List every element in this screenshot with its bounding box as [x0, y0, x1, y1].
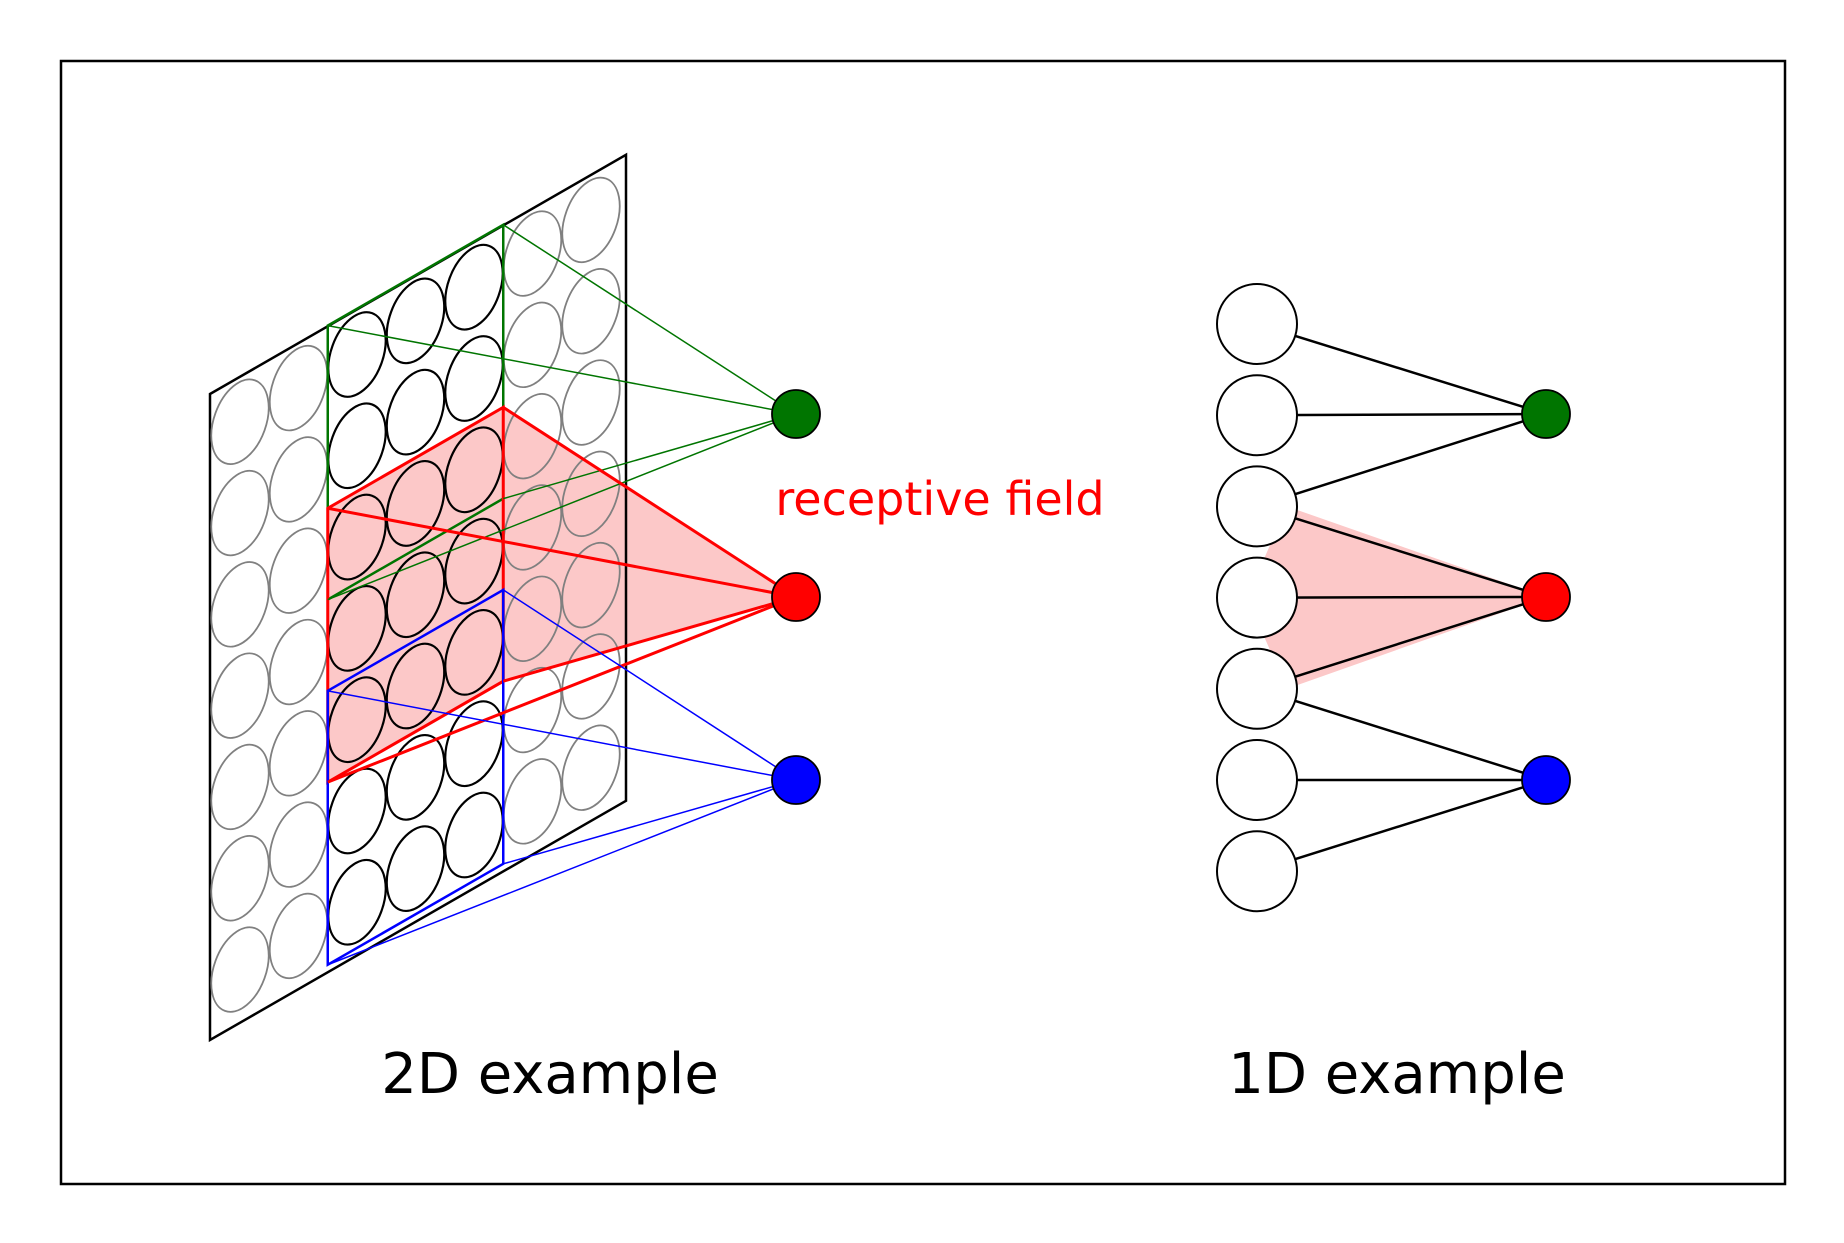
input-unit-active	[327, 767, 387, 855]
input-unit-1d	[1216, 556, 1298, 639]
input-unit	[268, 618, 329, 706]
input-unit	[561, 268, 621, 355]
input-unit	[268, 892, 329, 980]
input-unit	[561, 450, 621, 538]
input-unit	[268, 527, 329, 614]
connection-blue-2d	[503, 779, 797, 865]
input-unit-active	[444, 426, 504, 514]
input-unit-active	[385, 277, 446, 365]
input-unit-1d	[1216, 465, 1298, 548]
connection-1d	[1256, 687, 1547, 782]
input-unit-1d	[1216, 739, 1298, 821]
input-unit	[210, 652, 270, 739]
outer-frame	[59, 59, 1787, 1186]
connection-red-2d	[502, 406, 797, 599]
input-unit	[268, 801, 329, 888]
input-unit	[502, 392, 563, 480]
input-unit	[210, 743, 270, 831]
input-unit	[210, 378, 270, 465]
input-unit-active	[385, 642, 446, 730]
input-unit	[561, 633, 621, 720]
output-node-top-2d	[771, 389, 821, 439]
caption-2d-example: 2D example	[381, 1042, 719, 1107]
input-unit-active	[444, 517, 504, 605]
connection-1d	[1256, 412, 1547, 417]
connection-green-2d	[502, 224, 797, 415]
input-unit-active	[385, 733, 446, 821]
connection-red-2d	[327, 506, 797, 599]
connection-1d	[1256, 412, 1547, 508]
connection-1d	[1256, 778, 1547, 873]
input-unit-active	[327, 858, 387, 946]
connection-red-2d	[327, 595, 797, 784]
connection-green-2d	[327, 413, 797, 601]
connection-red-2d	[502, 595, 797, 683]
connection-1d	[1256, 505, 1547, 599]
output-node-bottom-1d	[1521, 755, 1571, 805]
connection-blue-2d	[327, 779, 797, 966]
input-unit-active	[385, 460, 446, 547]
connection-blue-2d	[327, 690, 797, 781]
input-unit	[502, 758, 563, 845]
connection-green-2d	[327, 324, 797, 415]
input-unit	[502, 301, 563, 389]
input-unit-1d	[1216, 374, 1298, 457]
input-unit	[268, 436, 329, 523]
input-unit	[502, 210, 563, 297]
input-unit-active	[327, 493, 387, 581]
output-node-middle-2d	[771, 572, 821, 622]
input-unit-1d	[1216, 830, 1298, 913]
input-unit-active	[327, 402, 387, 490]
input-unit	[210, 561, 270, 648]
input-unit	[561, 359, 621, 446]
connection-1d	[1256, 322, 1547, 416]
input-unit	[561, 176, 621, 264]
receptive-field-label: receptive field	[775, 472, 1104, 526]
input-unit-1d	[1216, 647, 1298, 730]
input-unit	[561, 541, 621, 629]
input-unit-active	[444, 243, 504, 331]
input-unit-active	[327, 584, 387, 672]
input-unit-active	[385, 551, 446, 639]
output-node-top-1d	[1521, 389, 1571, 439]
connection-blue-2d	[502, 589, 797, 781]
input-unit	[268, 710, 329, 797]
panel-2d	[208, 152, 821, 1043]
input-unit-active	[385, 825, 446, 913]
input-unit-active	[327, 676, 387, 764]
input-unit	[268, 344, 329, 432]
panel-1d	[1216, 283, 1571, 913]
input-unit	[561, 724, 621, 811]
connection-1d	[1256, 595, 1547, 599]
input-unit-1d	[1216, 283, 1298, 365]
input-unit	[210, 926, 270, 1013]
connection-green-2d	[503, 413, 797, 500]
output-node-bottom-2d	[771, 755, 821, 805]
input-unit-active	[327, 311, 387, 398]
input-unit	[210, 835, 270, 922]
caption-1d-example: 1D example	[1228, 1042, 1566, 1107]
input-unit	[502, 575, 563, 662]
input-unit-active	[444, 335, 504, 422]
input-unit	[210, 469, 270, 557]
input-unit-active	[444, 791, 504, 879]
output-node-middle-1d	[1521, 572, 1571, 622]
connection-1d	[1256, 595, 1547, 690]
input-unit-active	[444, 609, 504, 696]
input-unit-active	[385, 368, 446, 456]
